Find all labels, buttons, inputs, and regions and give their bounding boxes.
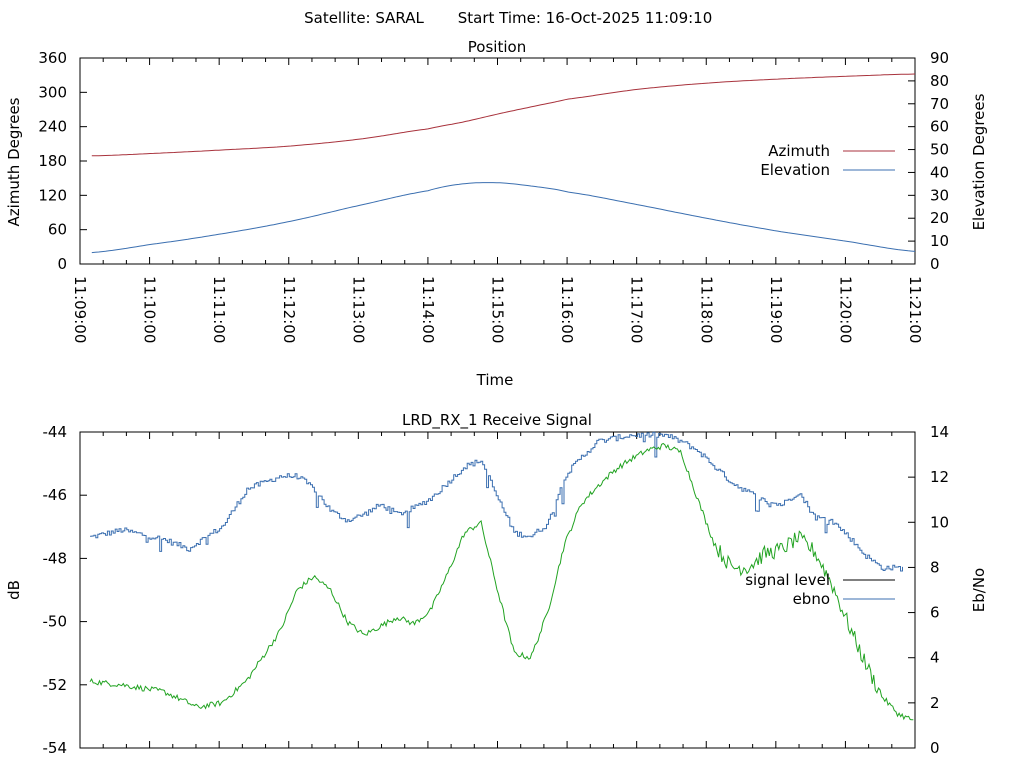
ebno-series-line	[89, 442, 914, 721]
legend-elevation-label: Elevation	[760, 161, 830, 179]
position-x-tick-label: 11:17:00	[628, 276, 646, 343]
position-x-tick-label: 11:09:00	[71, 276, 89, 343]
receive-right-axis-label: Eb/No	[970, 568, 988, 612]
position-x-tick-label: 11:16:00	[558, 276, 576, 343]
receive-left-tick-label: -46	[43, 486, 68, 504]
position-right-tick-label: 40	[930, 163, 949, 181]
receive-legend: signal level ebno	[745, 571, 895, 608]
receive-ticks: -54 -52 -50 -48 -46 -44 0 2 4 6 8 10 12 14	[43, 423, 950, 757]
position-right-tick-label: 10	[930, 232, 949, 250]
receive-signal-chart: LRD_RX_1 Receive Signal dB Eb/No -54-52-…	[5, 411, 988, 757]
position-x-tick-label: 11:10:00	[141, 276, 159, 343]
position-right-tick-label: 60	[930, 118, 949, 136]
position-ticks: 0 60 120 180 240 300 360 0 10 20 30 40 50 60 70 80 90 11:…	[38, 49, 949, 343]
receive-left-tick-label: -48	[43, 549, 68, 567]
position-chart-title: Position	[468, 38, 526, 56]
position-legend: Azimuth Elevation	[760, 142, 895, 179]
position-right-tick-label: 80	[930, 72, 949, 90]
position-left-tick-label: 240	[38, 118, 67, 136]
position-x-tick-label: 11:15:00	[489, 276, 507, 343]
receive-right-tick-label: 14	[930, 423, 949, 441]
receive-right-tick-label: 0	[930, 739, 940, 757]
receive-left-tick-label: -44	[43, 423, 68, 441]
receive-right-tick-label: 2	[930, 694, 940, 712]
position-right-tick-label: 0	[930, 255, 940, 273]
azimuth-series-line	[91, 73, 916, 157]
position-right-tick-label: 30	[930, 186, 949, 204]
receive-right-tick-label: 6	[930, 604, 940, 622]
receive-right-tick-label: 10	[930, 513, 949, 531]
receive-left-tick-label: -52	[43, 676, 68, 694]
position-left-tick-label: 0	[57, 255, 67, 273]
position-left-axis-label: Azimuth Degrees	[5, 97, 23, 226]
position-left-tick-label: 120	[38, 186, 67, 204]
receive-series	[89, 431, 914, 721]
receive-left-tick-label: -50	[43, 613, 68, 631]
receive-right-tick-label: 12	[930, 468, 949, 486]
position-x-axis-label: Time	[476, 371, 514, 389]
legend-signal-level-label: signal level	[745, 571, 830, 589]
position-x-tick-label: 11:19:00	[767, 276, 785, 343]
position-x-tick-label: 11:13:00	[349, 276, 367, 343]
receive-left-axis-label: dB	[5, 580, 23, 600]
position-x-tick-label: 11:14:00	[419, 276, 437, 343]
position-right-tick-label: 70	[930, 95, 949, 113]
position-right-tick-label: 90	[930, 49, 949, 67]
receive-right-tick-label: 4	[930, 649, 940, 667]
start-time-label: Start Time: 16-Oct-2025 11:09:10	[458, 9, 713, 27]
satellite-label: Satellite: SARAL	[304, 9, 424, 27]
position-chart: Position Time Azimuth Degrees Elevation …	[5, 38, 988, 389]
position-x-tick-label: 11:21:00	[906, 276, 924, 343]
receive-left-tick-label: -54	[43, 739, 68, 757]
receive-right-tick-label: 8	[930, 558, 940, 576]
position-right-tick-label: 50	[930, 141, 949, 159]
position-x-tick-label: 11:11:00	[210, 276, 228, 343]
position-right-tick-label: 20	[930, 209, 949, 227]
signal-level-series-line	[90, 431, 903, 572]
position-right-axis-label: Elevation Degrees	[970, 93, 988, 230]
position-x-tick-label: 11:18:00	[697, 276, 715, 343]
legend-ebno-label: ebno	[793, 590, 830, 608]
position-left-tick-label: 180	[38, 152, 67, 170]
position-left-tick-label: 60	[48, 221, 67, 239]
position-left-tick-label: 360	[38, 49, 67, 67]
legend-azimuth-label: Azimuth	[768, 142, 830, 160]
elevation-series-line	[91, 182, 916, 254]
position-left-tick-label: 300	[38, 83, 67, 101]
receive-chart-title: LRD_RX_1 Receive Signal	[402, 411, 592, 430]
position-x-tick-label: 11:20:00	[836, 276, 854, 343]
position-series	[91, 73, 916, 254]
position-x-tick-label: 11:12:00	[280, 276, 298, 343]
